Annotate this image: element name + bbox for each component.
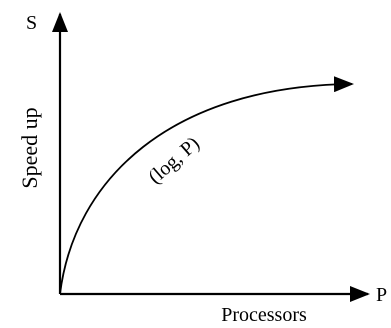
x-axis-symbol: P bbox=[376, 284, 387, 306]
y-axis-label: Speed up bbox=[17, 107, 42, 188]
y-axis-symbol: S bbox=[26, 12, 37, 34]
curve-label: (log, P) bbox=[144, 132, 204, 188]
x-axis-label: Processors bbox=[221, 304, 307, 326]
speedup-curve bbox=[59, 76, 354, 295]
